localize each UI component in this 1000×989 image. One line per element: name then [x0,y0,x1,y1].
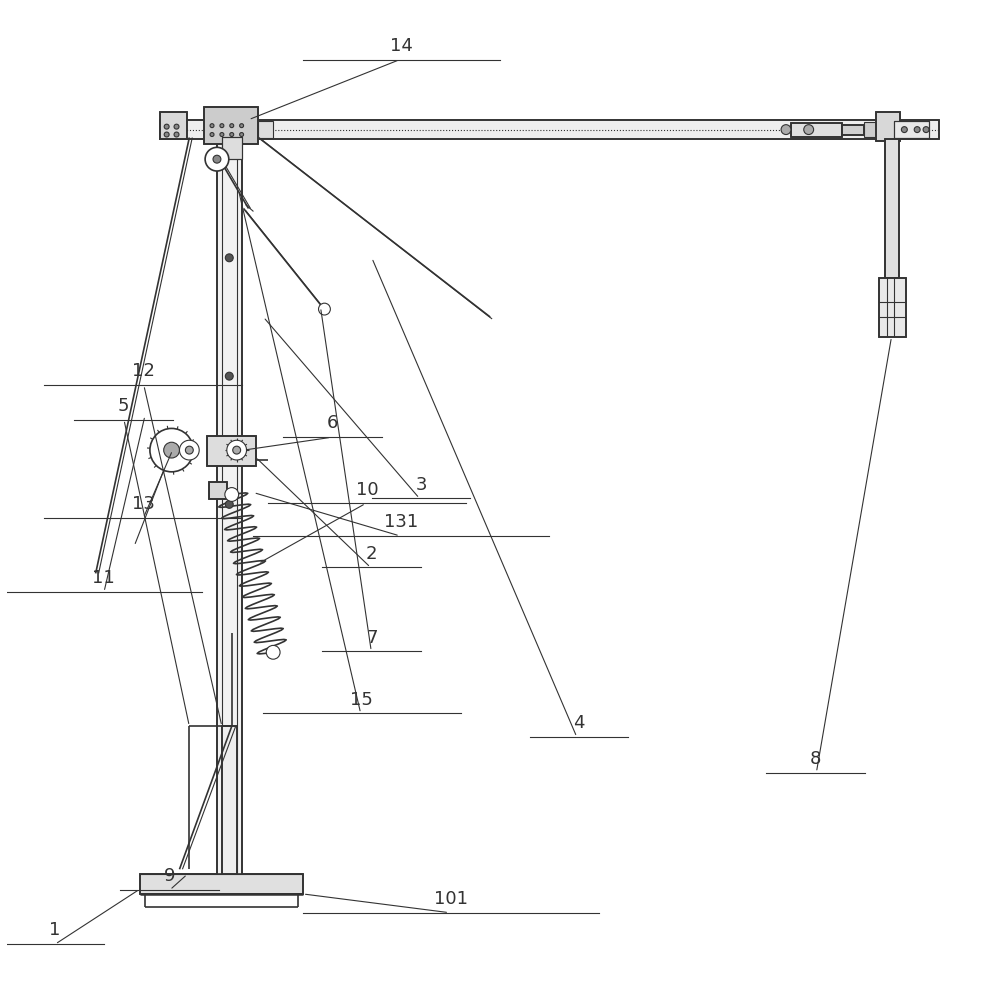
Bar [894,121,929,138]
Circle shape [210,133,214,136]
Circle shape [179,440,199,460]
Bar [222,726,237,874]
Bar [864,122,876,137]
Text: 12: 12 [132,362,154,380]
Bar [894,121,929,138]
Text: 9: 9 [164,867,175,885]
Bar [879,278,906,336]
Circle shape [240,133,244,136]
Bar [222,137,242,159]
Bar [842,125,864,135]
Text: 3: 3 [415,476,427,494]
Text: 13: 13 [132,495,154,513]
Text: 10: 10 [356,481,378,498]
Circle shape [230,124,234,128]
Text: 15: 15 [350,690,373,709]
Bar [160,112,187,139]
Circle shape [220,124,224,128]
Text: 4: 4 [573,714,585,732]
Circle shape [225,500,233,508]
Circle shape [781,125,791,135]
Circle shape [225,372,233,380]
Text: 6: 6 [327,414,338,432]
Circle shape [150,428,193,472]
Text: 101: 101 [434,890,468,908]
Bar [876,112,900,141]
Circle shape [205,147,229,171]
Circle shape [914,127,920,133]
Bar [885,139,899,278]
Text: 14: 14 [390,37,413,54]
Text: 5: 5 [118,397,129,414]
Circle shape [164,125,169,130]
Bar [140,874,303,894]
Bar [791,123,842,136]
Bar [222,137,242,159]
Text: 1: 1 [49,922,60,940]
Circle shape [240,124,244,128]
Circle shape [164,133,169,137]
Text: 2: 2 [366,545,378,563]
Text: 8: 8 [810,750,821,767]
Bar [879,278,906,336]
Bar [207,436,256,466]
Circle shape [319,304,330,315]
Bar [209,482,227,499]
Circle shape [227,440,247,460]
Bar [209,482,227,499]
Circle shape [923,127,929,133]
Circle shape [230,133,234,136]
Bar [885,139,899,278]
Bar [876,112,900,141]
Circle shape [901,127,907,133]
Circle shape [213,155,221,163]
Bar [217,137,242,874]
Bar [160,120,939,139]
Circle shape [174,133,179,137]
Circle shape [225,254,233,262]
Bar [222,726,237,874]
Bar [207,436,256,466]
Circle shape [220,133,224,136]
Bar [842,125,864,135]
Bar [258,121,273,138]
Circle shape [164,442,179,458]
Circle shape [804,125,814,135]
Bar [791,123,842,136]
Text: 11: 11 [92,570,115,587]
Circle shape [225,488,239,501]
Circle shape [266,646,280,660]
Bar [204,107,258,144]
Bar [204,107,258,144]
Bar [160,112,187,139]
Text: 131: 131 [384,513,419,531]
Circle shape [210,124,214,128]
Circle shape [174,125,179,130]
Bar [160,120,939,139]
Circle shape [233,446,241,454]
Bar [140,874,303,894]
Text: 7: 7 [366,628,378,647]
Circle shape [185,446,193,454]
